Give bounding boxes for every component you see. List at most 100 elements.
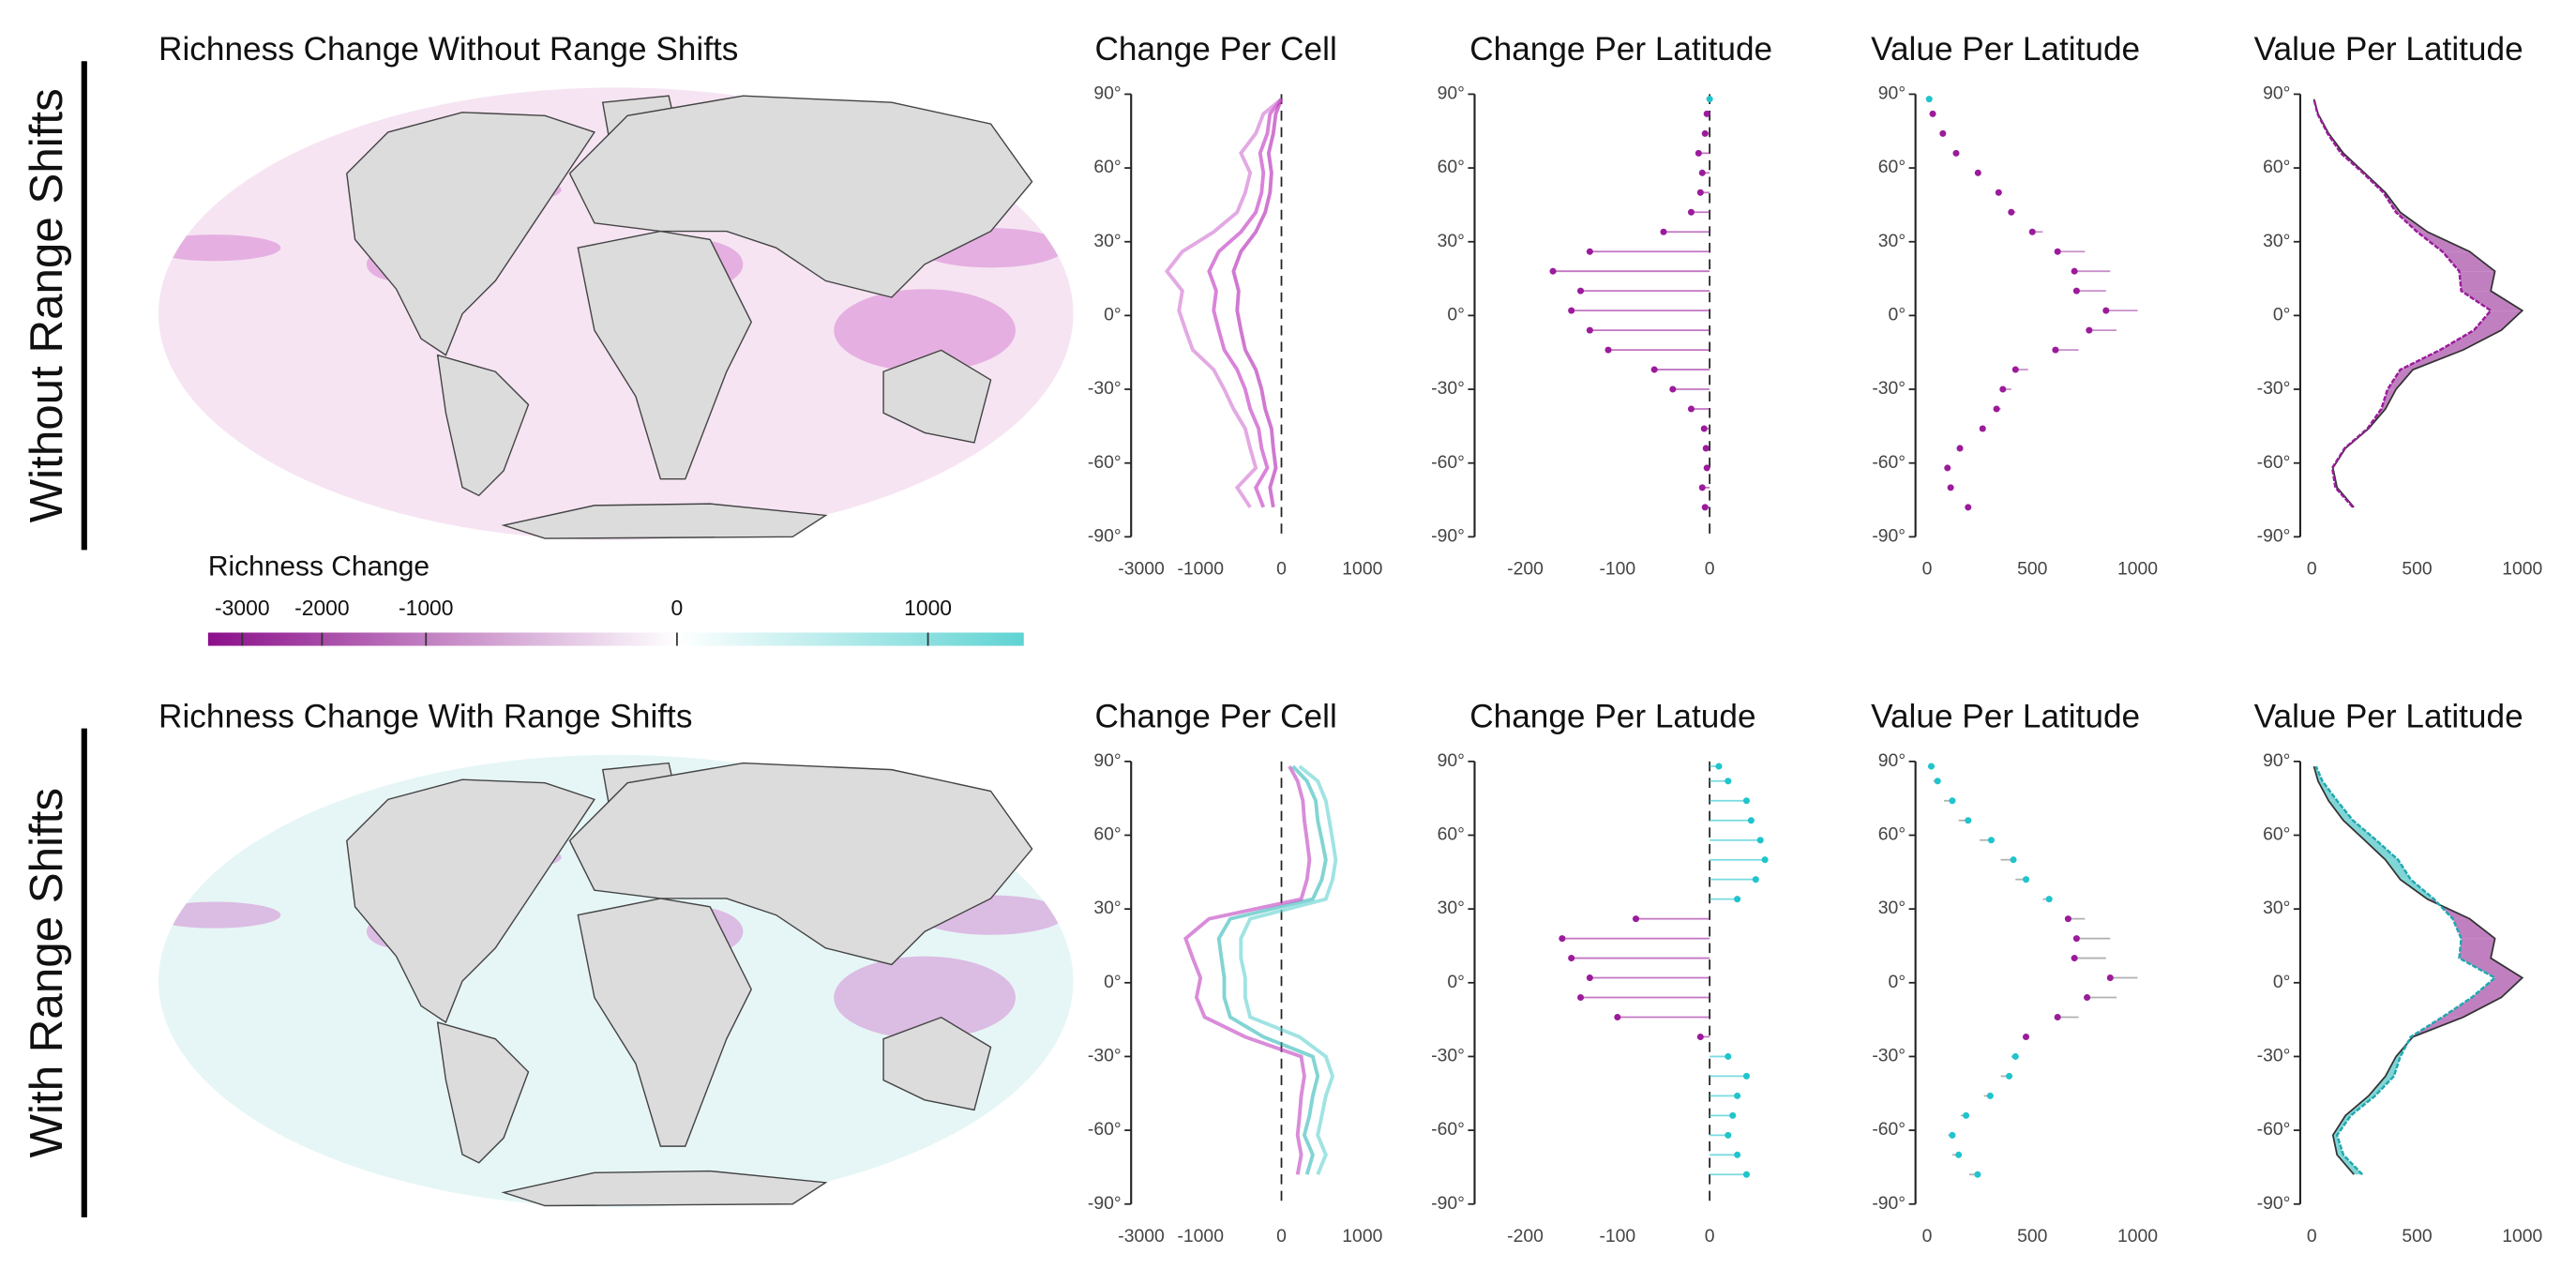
value-point	[2022, 1033, 2030, 1040]
y-tick-label: 60°	[1093, 157, 1121, 177]
value-point	[1952, 149, 1960, 157]
x-tick-label: -3000	[1118, 559, 1165, 580]
lollipop-dot	[1700, 425, 1708, 432]
lollipop-dot	[1725, 1052, 1732, 1060]
lollipop-dot	[1568, 955, 1575, 962]
ribbon-fill	[2442, 997, 2502, 1018]
lollipop-dot	[1734, 896, 1741, 903]
ribbon-fill	[2368, 1076, 2394, 1096]
lollipop-dot	[1650, 366, 1658, 373]
lollipop-dot	[1586, 974, 1593, 982]
panel-title: Change Per Cell	[1094, 698, 1336, 734]
ribbon-fill	[2471, 977, 2523, 998]
hotspot	[158, 901, 281, 929]
y-tick-label: 0°	[1447, 304, 1465, 325]
y-tick-label: 90°	[2263, 83, 2290, 104]
x-tick-label: 1000	[2117, 1226, 2158, 1246]
value-point	[2071, 955, 2078, 962]
lollipop-dot	[1734, 1092, 1741, 1099]
value-point	[2054, 1013, 2061, 1021]
panel-title: Value Per Latitude	[2254, 698, 2523, 734]
lollipop-dot	[1696, 1033, 1704, 1040]
ribbon-fill	[2400, 350, 2463, 370]
y-tick-label: 90°	[1878, 83, 1906, 104]
x-tick-label: 1000	[1342, 1226, 1382, 1246]
ribbon-fill	[2400, 879, 2434, 899]
y-tick-label: 0°	[2273, 304, 2291, 325]
y-tick-label: -60°	[2257, 452, 2291, 473]
ribbon-fill	[2461, 291, 2523, 311]
x-tick-label: -1000	[1177, 1226, 1224, 1246]
value-point	[1962, 1111, 1970, 1119]
y-tick-label: -60°	[1088, 1119, 1122, 1140]
ribbon-fill	[2328, 800, 2354, 821]
x-tick-label: 500	[2017, 559, 2048, 580]
panel-title: Change Per Latude	[1469, 698, 1755, 734]
y-tick-label: 90°	[1093, 750, 1121, 771]
value-point	[2010, 856, 2017, 864]
hotspot	[158, 234, 281, 262]
ribbon-line	[2312, 765, 2524, 1175]
value-point	[1979, 425, 1986, 432]
value-point	[2006, 1072, 2013, 1080]
value-point	[2045, 896, 2053, 903]
x-tick-label: 1000	[2502, 1226, 2542, 1246]
y-tick-label: -60°	[2257, 1119, 2291, 1140]
continent	[501, 503, 828, 539]
lollipop-dot	[1761, 856, 1769, 864]
value-point	[1993, 405, 2000, 413]
y-tick-label: 0°	[1104, 304, 1122, 325]
value-point	[1965, 817, 1972, 824]
lollipop-dot	[1695, 149, 1702, 157]
hotspot	[834, 956, 1016, 1039]
ribbon-fill	[2385, 859, 2411, 880]
ribbon-fill	[2417, 232, 2470, 252]
ribbon-fill	[2459, 938, 2495, 959]
y-tick-label: -30°	[1431, 1046, 1465, 1066]
map-title: Richness Change Without Range Shifts	[158, 31, 738, 68]
value-point	[2086, 326, 2093, 334]
lollipop-dot	[1701, 129, 1709, 137]
y-tick-label: 30°	[1438, 898, 1465, 918]
y-tick-label: 30°	[1878, 898, 1906, 918]
lollipop-dot	[1725, 1131, 1732, 1139]
value-point	[2054, 248, 2061, 255]
y-tick-label: 30°	[1093, 231, 1121, 251]
continent	[568, 95, 1033, 298]
panel-title: Change Per Cell	[1094, 31, 1336, 68]
x-tick-label: 0	[2307, 1226, 2317, 1246]
y-tick-label: 60°	[1878, 157, 1906, 177]
x-tick-label: -200	[1507, 559, 1544, 580]
y-tick-label: -30°	[2257, 1046, 2291, 1066]
lollipop-dot	[1586, 326, 1593, 334]
x-tick-label: 1000	[2502, 559, 2542, 580]
x-tick-label: 0	[1276, 559, 1287, 580]
value-point	[2084, 993, 2091, 1002]
value-point	[1934, 778, 1941, 785]
y-tick-label: -30°	[1088, 1046, 1122, 1066]
lollipop-dot	[1725, 778, 1732, 785]
lollipop-dot	[1703, 110, 1710, 117]
x-tick-label: 0	[1922, 559, 1933, 580]
y-tick-label: -90°	[1431, 1193, 1465, 1214]
lollipop-dot	[1660, 228, 1667, 235]
x-tick-label: 0	[1705, 559, 1715, 580]
continent	[577, 230, 752, 480]
ribbon-fill	[2452, 918, 2495, 939]
value-point	[1925, 96, 1933, 103]
row-label: With Range Shifts	[21, 788, 72, 1158]
continent	[436, 1021, 530, 1164]
y-tick-label: -60°	[1431, 1119, 1465, 1140]
row-label: Without Range Shifts	[21, 88, 72, 522]
value-point	[1986, 1092, 1994, 1099]
lollipop-dot	[1702, 445, 1710, 452]
colorbar-tick-label: 0	[671, 596, 684, 620]
colorbar-title: Richness Change	[208, 551, 429, 582]
value-point	[2064, 915, 2071, 923]
panel-title: Change Per Latitude	[1469, 31, 1772, 68]
ribbon-fill	[2385, 1056, 2401, 1077]
lollipop-dot	[1614, 1013, 1621, 1021]
x-tick-label: -100	[1599, 1226, 1635, 1246]
continent	[577, 898, 752, 1147]
